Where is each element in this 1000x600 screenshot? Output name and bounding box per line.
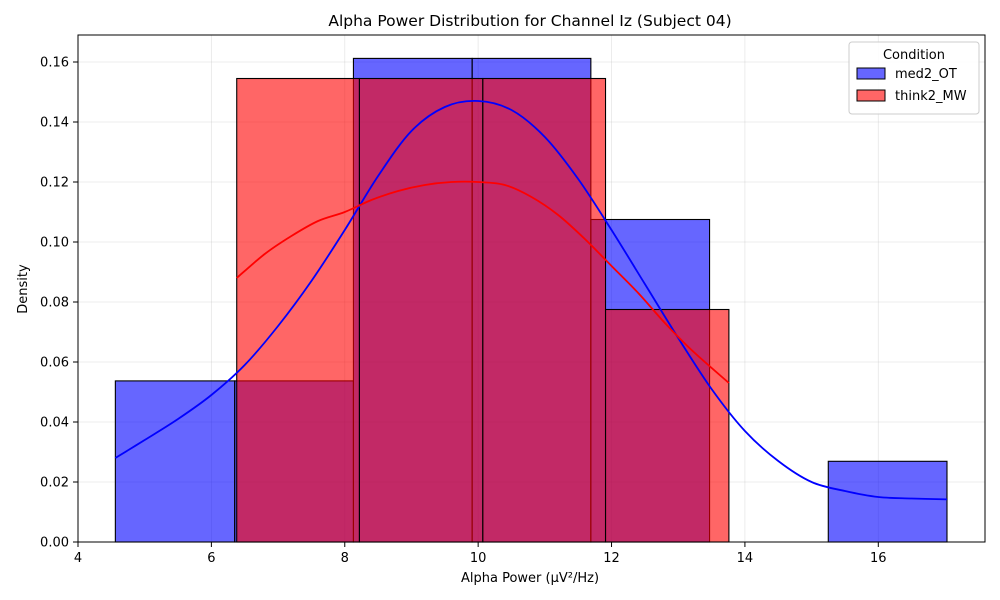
x-tick-label: 14 — [737, 551, 754, 566]
x-axis-label: Alpha Power (µV²/Hz) — [461, 571, 599, 586]
legend-swatch-med2-ot — [856, 67, 886, 80]
legend-swatch-think2-mw — [856, 89, 886, 102]
x-tick-label: 8 — [341, 551, 349, 566]
legend: Condition med2_OT think2_MW — [848, 41, 980, 115]
x-tick-label: 6 — [207, 551, 215, 566]
plot-frame — [77, 34, 986, 543]
x-tick-label: 16 — [870, 551, 887, 566]
y-tick-label: 0.06 — [40, 356, 69, 371]
kde-curves — [114, 100, 948, 501]
bar-think2-mw — [604, 308, 730, 543]
bar-med2-ot — [114, 380, 236, 543]
y-tick-label: 0.02 — [40, 476, 69, 491]
y-tick-label: 0.16 — [40, 56, 69, 71]
bar-think2-mw — [482, 77, 607, 543]
chart-title: Alpha Power Distribution for Channel Iz … — [328, 12, 731, 30]
y-axis-label: Density — [16, 264, 31, 314]
y-tick-label: 0.00 — [40, 536, 69, 551]
bar-think2-mw — [358, 77, 484, 543]
legend-label-med2-ot: med2_OT — [895, 67, 957, 82]
x-tick-label: 12 — [603, 551, 620, 566]
kde-line-think2-mw — [236, 180, 730, 384]
legend-title: Condition — [883, 48, 945, 63]
axes: 4 6 8 10 12 14 16 0.00 0.02 0.04 0.06 0.08 0.10 0.12 0… — [40, 34, 986, 566]
y-tick-label: 0.10 — [40, 236, 69, 251]
legend-label-think2-mw: think2_MW — [895, 89, 967, 104]
y-tick-label: 0.04 — [40, 416, 69, 431]
y-tick-label: 0.08 — [40, 296, 69, 311]
histogram-bars — [114, 57, 948, 543]
x-tick-label: 10 — [470, 551, 487, 566]
y-tick-label: 0.12 — [40, 176, 69, 191]
bar-med2-ot — [827, 460, 948, 543]
bar-think2-mw — [236, 77, 360, 543]
kde-line-med2-ot — [114, 100, 948, 501]
x-tick-label: 4 — [74, 551, 82, 566]
y-tick-label: 0.14 — [40, 116, 69, 131]
